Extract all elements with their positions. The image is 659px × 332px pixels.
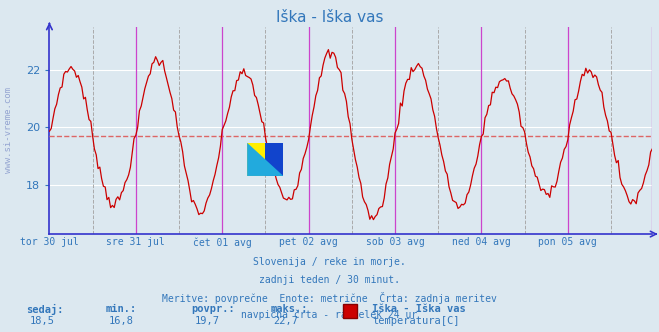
Text: navpična črta - razdelek 24 ur: navpična črta - razdelek 24 ur [241,309,418,320]
Text: ned 04 avg: ned 04 avg [452,237,511,247]
Text: sre 31 jul: sre 31 jul [107,237,165,247]
Polygon shape [247,143,283,176]
Text: pon 05 avg: pon 05 avg [538,237,597,247]
Text: Iška - Iška vas: Iška - Iška vas [372,304,466,314]
Text: zadnji teden / 30 minut.: zadnji teden / 30 minut. [259,275,400,285]
Text: 18,5: 18,5 [30,316,55,326]
Text: pet 02 avg: pet 02 avg [279,237,338,247]
Text: čet 01 avg: čet 01 avg [193,237,252,248]
Bar [247,143,265,176]
Text: povpr.:: povpr.: [191,304,235,314]
Text: 16,8: 16,8 [109,316,134,326]
Text: 22,7: 22,7 [273,316,299,326]
Text: 19,7: 19,7 [194,316,219,326]
Text: Slovenija / reke in morje.: Slovenija / reke in morje. [253,257,406,267]
Text: sedaj:: sedaj: [26,304,64,315]
Text: Meritve: povprečne  Enote: metrične  Črta: zadnja meritev: Meritve: povprečne Enote: metrične Črta:… [162,292,497,304]
Text: maks.:: maks.: [270,304,308,314]
Text: Iška - Iška vas: Iška - Iška vas [275,10,384,25]
Text: temperatura[C]: temperatura[C] [372,316,460,326]
Text: sob 03 avg: sob 03 avg [366,237,424,247]
Bar [265,143,283,176]
Text: tor 30 jul: tor 30 jul [20,237,79,247]
Text: www.si-vreme.com: www.si-vreme.com [4,87,13,173]
Text: min.:: min.: [105,304,136,314]
